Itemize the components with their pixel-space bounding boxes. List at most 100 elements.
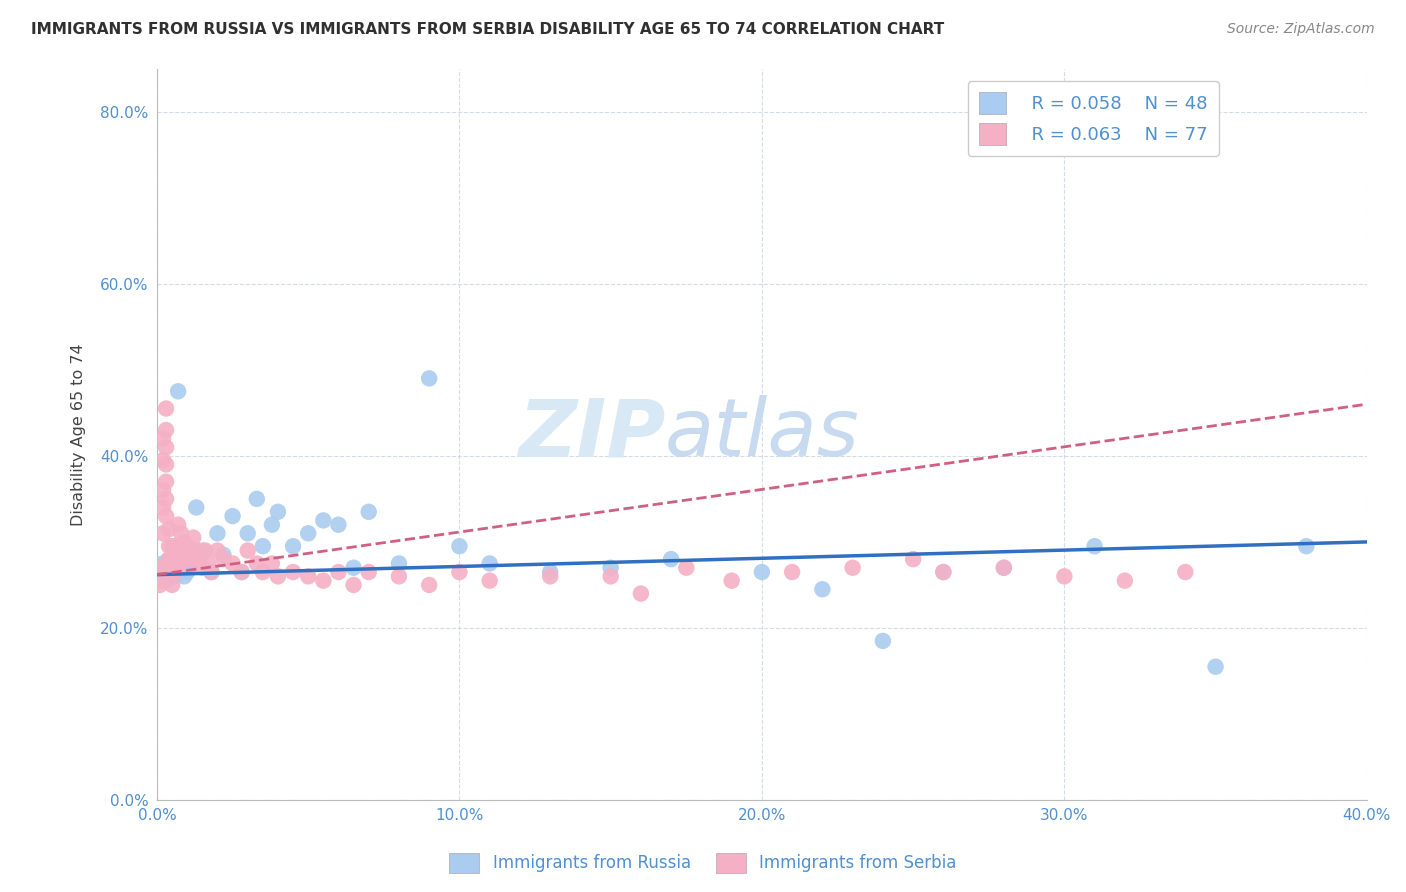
Point — [160, 552, 183, 566]
Point — [152, 500, 174, 515]
Point — [181, 531, 204, 545]
Point — [1174, 565, 1197, 579]
Text: Source: ZipAtlas.com: Source: ZipAtlas.com — [1227, 22, 1375, 37]
Y-axis label: Disability Age 65 to 74: Disability Age 65 to 74 — [72, 343, 86, 525]
Point — [342, 560, 364, 574]
Point — [165, 539, 187, 553]
Point — [252, 539, 274, 553]
Legend:   R = 0.058    N = 48,   R = 0.063    N = 77: R = 0.058 N = 48, R = 0.063 N = 77 — [967, 81, 1219, 156]
Point — [155, 458, 177, 472]
Point — [170, 526, 193, 541]
Point — [297, 526, 319, 541]
Point — [165, 565, 187, 579]
Point — [1295, 539, 1317, 553]
Point — [160, 539, 183, 553]
Text: ZIP: ZIP — [517, 395, 665, 474]
Point — [1053, 569, 1076, 583]
Point — [252, 565, 274, 579]
Point — [152, 453, 174, 467]
Point — [221, 509, 243, 524]
Point — [267, 505, 290, 519]
Point — [197, 557, 219, 571]
Point — [194, 543, 217, 558]
Point — [149, 569, 172, 583]
Point — [212, 552, 235, 566]
Point — [173, 535, 195, 549]
Point — [342, 578, 364, 592]
Point — [200, 565, 222, 579]
Point — [1205, 659, 1227, 673]
Point — [312, 513, 335, 527]
Point — [599, 569, 621, 583]
Point — [281, 539, 304, 553]
Point — [328, 565, 350, 579]
Point — [152, 432, 174, 446]
Point — [418, 578, 440, 592]
Point — [1114, 574, 1136, 588]
Point — [157, 522, 180, 536]
Point — [157, 552, 180, 566]
Point — [157, 565, 180, 579]
Point — [165, 552, 187, 566]
Point — [157, 552, 180, 566]
Point — [155, 491, 177, 506]
Point — [388, 569, 411, 583]
Point — [267, 569, 290, 583]
Point — [173, 552, 195, 566]
Point — [179, 560, 201, 574]
Point — [932, 565, 955, 579]
Point — [841, 560, 863, 574]
Point — [236, 543, 259, 558]
Point — [155, 401, 177, 416]
Point — [1084, 539, 1107, 553]
Point — [200, 565, 222, 579]
Point — [811, 582, 834, 597]
Point — [149, 565, 172, 579]
Point — [176, 539, 198, 553]
Point — [160, 578, 183, 592]
Point — [207, 543, 229, 558]
Point — [191, 560, 214, 574]
Point — [173, 569, 195, 583]
Point — [780, 565, 803, 579]
Point — [170, 560, 193, 574]
Point — [152, 565, 174, 579]
Point — [188, 552, 211, 566]
Point — [630, 586, 652, 600]
Text: atlas: atlas — [665, 395, 860, 474]
Point — [418, 371, 440, 385]
Point — [152, 557, 174, 571]
Point — [312, 574, 335, 588]
Point — [186, 500, 208, 515]
Point — [538, 565, 561, 579]
Point — [207, 526, 229, 541]
Point — [149, 574, 172, 588]
Point — [170, 543, 193, 558]
Point — [212, 548, 235, 562]
Point — [155, 574, 177, 588]
Point — [675, 560, 697, 574]
Point — [160, 560, 183, 574]
Point — [260, 557, 283, 571]
Point — [599, 560, 621, 574]
Point — [157, 539, 180, 553]
Point — [221, 557, 243, 571]
Point — [260, 517, 283, 532]
Point — [993, 560, 1015, 574]
Point — [932, 565, 955, 579]
Point — [167, 560, 190, 574]
Point — [167, 384, 190, 399]
Point — [388, 557, 411, 571]
Point — [160, 565, 183, 579]
Point — [181, 557, 204, 571]
Point — [152, 565, 174, 579]
Point — [155, 423, 177, 437]
Point — [720, 574, 742, 588]
Point — [231, 565, 253, 579]
Point — [149, 560, 172, 574]
Point — [160, 565, 183, 579]
Point — [478, 574, 501, 588]
Point — [149, 578, 172, 592]
Point — [478, 557, 501, 571]
Point — [149, 569, 172, 583]
